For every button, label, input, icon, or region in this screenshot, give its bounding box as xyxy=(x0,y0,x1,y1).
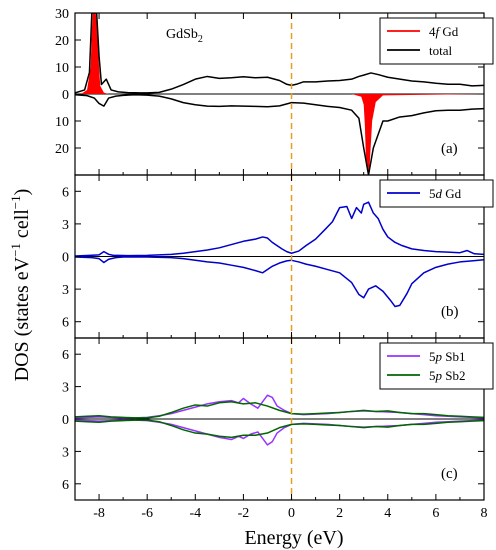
panel-b-label: (b) xyxy=(441,304,459,320)
y-axis-label-sup1: −1 xyxy=(8,243,23,257)
y-axis-label-end: ) xyxy=(11,189,33,196)
panel-a-legend-label: 4f Gd xyxy=(429,24,459,39)
compound-annotation-main: GdSb xyxy=(166,27,198,42)
panel-b-series-5d-gd-0-line xyxy=(75,201,484,257)
y-tick-label: 3 xyxy=(62,445,69,460)
y-axis-label-main: DOS (states eV xyxy=(11,256,33,381)
panel-b-series-5d-gd-1-line xyxy=(75,256,484,308)
panel-a-legend: 4f Gd total xyxy=(379,17,494,65)
panel-b-legend-label: 5d Gd xyxy=(429,186,462,201)
panel-c-label: (c) xyxy=(441,466,458,482)
panel-c-legend-label-suffix: Sb2 xyxy=(442,368,465,383)
panel-a-legend-label-suffix: Gd xyxy=(439,24,459,39)
panel-c-series-5p-sb2-3-line xyxy=(75,419,484,439)
y-tick-label: 6 xyxy=(62,185,69,200)
x-tick-label: 2 xyxy=(336,506,343,521)
x-tick-label: -6 xyxy=(141,506,153,521)
panel-a-legend-label-prefix: 4 xyxy=(429,24,436,39)
panel-c-legend-label-italic: p xyxy=(435,368,443,383)
panel-a: 30 20 10 0 10 20 (a) GdSb2 4f Gd total xyxy=(55,7,494,176)
panel-a-legend-label-italic: f xyxy=(436,24,442,39)
panel-c-plot-area xyxy=(75,338,484,500)
y-tick-label: 6 xyxy=(62,316,69,331)
y-tick-label: 6 xyxy=(62,348,69,363)
panel-b-legend-label-italic: d xyxy=(436,186,443,201)
y-tick-label: 20 xyxy=(55,142,69,157)
panel-c-legend-label: 5p Sb2 xyxy=(429,368,465,383)
panel-b: 6 3 0 3 6 (b) 5d Gd xyxy=(62,174,494,339)
y-tick-label: 0 xyxy=(62,413,69,428)
x-tick-label: -2 xyxy=(238,506,250,521)
y-tick-label: 10 xyxy=(55,115,69,130)
panel-c-legend-label-prefix: 5 xyxy=(429,349,436,364)
x-tick-label: 4 xyxy=(384,506,391,521)
y-axis-label-sup2: −1 xyxy=(8,195,23,209)
panel-a-legend-label: total xyxy=(429,43,452,58)
y-tick-label: 0 xyxy=(62,88,69,103)
panel-a-plot-area xyxy=(75,13,484,175)
x-tick-label: 0 xyxy=(288,506,295,521)
x-tick-label: 6 xyxy=(432,506,439,521)
y-tick-label: 10 xyxy=(55,61,69,76)
y-tick-label: 3 xyxy=(62,283,69,298)
compound-annotation-sub: 2 xyxy=(198,34,203,45)
panel-a-series-total-3-line xyxy=(75,94,484,175)
panel-b-legend-label-suffix: Gd xyxy=(442,186,462,201)
panel-b-plot-area xyxy=(75,175,484,338)
panel-c-legend-label: 5p Sb1 xyxy=(429,349,465,364)
y-tick-label: 6 xyxy=(62,478,69,493)
panel-b-legend: 5d Gd xyxy=(379,179,494,208)
compound-annotation: GdSb2 xyxy=(166,27,203,45)
y-tick-label: 0 xyxy=(62,251,69,266)
panel-c-legend-label-italic: p xyxy=(435,349,443,364)
y-tick-label: 30 xyxy=(55,7,69,22)
x-tick-label: -8 xyxy=(93,506,105,521)
panel-c-series-5p-sb1-0-line xyxy=(75,394,484,419)
y-axis-label-mid: cell xyxy=(11,209,33,243)
panel-c-legend-label-prefix: 5 xyxy=(429,368,436,383)
y-tick-label: 3 xyxy=(62,218,69,233)
x-tick-label: 8 xyxy=(481,506,488,521)
panel-c-legend-box xyxy=(379,342,494,390)
y-axis-label: DOS (states eV−1 cell−1) xyxy=(8,189,33,382)
panel-c-series-5p-sb2-2-line xyxy=(75,400,484,419)
panel-b-legend-label-prefix: 5 xyxy=(429,186,436,201)
x-axis-label: Energy (eV) xyxy=(244,527,343,549)
panel-a-series-total-2-line xyxy=(75,13,484,94)
y-tick-label: 3 xyxy=(62,381,69,396)
panel-a-label: (a) xyxy=(441,141,458,157)
panel-a-legend-box xyxy=(379,17,494,65)
panel-c-legend-label-suffix: Sb1 xyxy=(442,349,465,364)
y-tick-label: 20 xyxy=(55,34,69,49)
x-tick-label: -4 xyxy=(189,506,201,521)
